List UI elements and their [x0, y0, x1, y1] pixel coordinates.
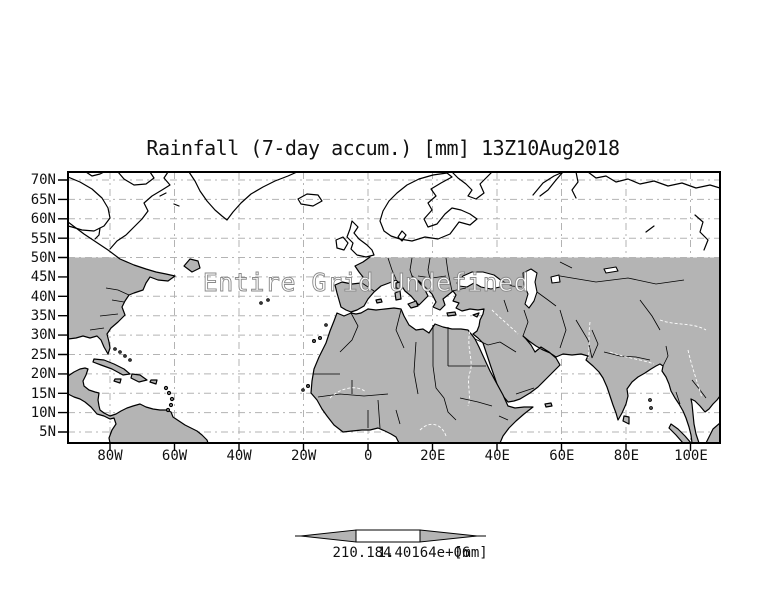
colorbar-body: [355, 529, 421, 543]
latitude-tick-label: 10N: [30, 405, 56, 422]
colorbar-right-arrow: [419, 529, 478, 543]
latitude-tick-label: 25N: [30, 346, 56, 363]
latitude-axis: 70N 65N 60N 55N 50N 45N 40N 35N 30N 25N 20N 15N 10N 5…: [4, 0, 56, 612]
colorbar-min-label: 210.184: [332, 545, 392, 561]
latitude-tick-label: 5N: [39, 424, 56, 441]
coastlines: [68, 172, 720, 443]
colorbar-units-label: [mm]: [454, 545, 488, 561]
latitude-tick-label: 60N: [30, 211, 56, 228]
inland-seas: [456, 266, 619, 309]
latitude-tick-label: 65N: [30, 191, 56, 208]
latitude-tick-label: 15N: [30, 385, 56, 402]
axis-tick-marks: [58, 179, 692, 451]
latitude-tick-label: 35N: [30, 308, 56, 325]
colorbar-left-arrow: [300, 529, 357, 543]
land-fill-below-50n: [68, 257, 720, 443]
latitude-tick-label: 70N: [30, 172, 56, 189]
plot-title: Rainfall (7-day accum.) [mm] 13Z10Aug201…: [146, 136, 620, 160]
latitude-tick-label: 40N: [30, 288, 56, 305]
colorbar: [295, 529, 486, 543]
latitude-tick-label: 55N: [30, 230, 56, 247]
latitude-tick-label: 45N: [30, 269, 56, 286]
latitude-tick-label: 50N: [30, 249, 56, 266]
rivers: [329, 309, 707, 437]
undefined-grid-message: Entire Grid Undefined: [203, 268, 530, 297]
africa-and-islands: [92, 281, 720, 443]
colorbar-max-label: 1.40164e+06: [377, 545, 471, 561]
plot-frame: [67, 171, 721, 444]
latitude-tick-label: 20N: [30, 366, 56, 383]
latitude-tick-label: 30N: [30, 327, 56, 344]
